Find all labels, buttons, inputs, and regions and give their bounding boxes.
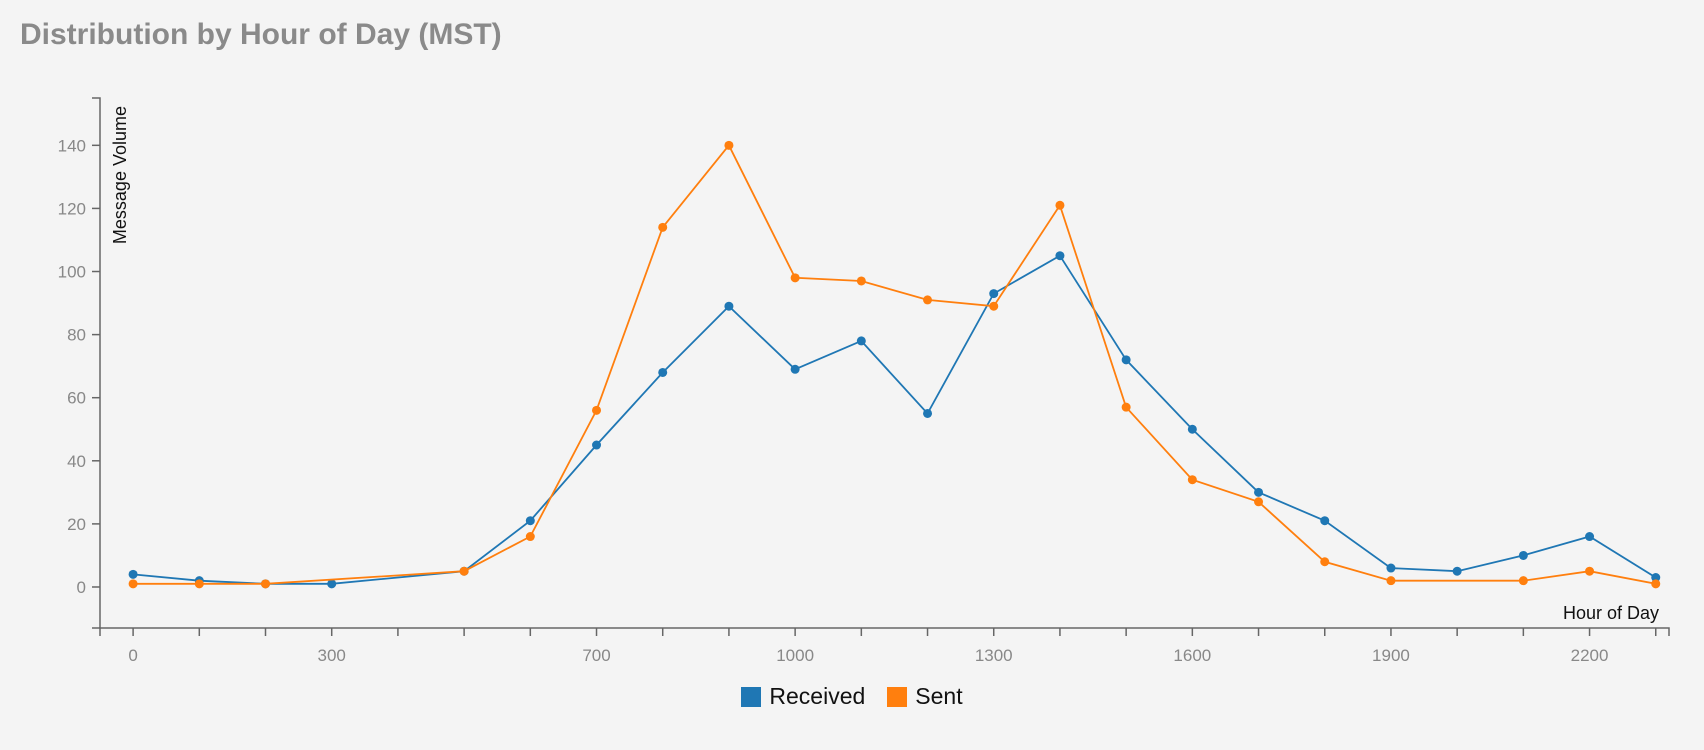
data-point-sent (1518, 576, 1528, 586)
data-point-received (1452, 566, 1462, 576)
series-layer (128, 140, 1661, 589)
data-point-sent (592, 405, 602, 415)
x-tick-label: 1300 (975, 646, 1013, 665)
chart-title: Distribution by Hour of Day (MST) (20, 18, 502, 51)
data-point-sent (128, 579, 138, 589)
data-point-received (1651, 573, 1661, 583)
data-point-received (525, 516, 535, 526)
x-axis-line (99, 627, 1670, 636)
data-point-sent (989, 301, 999, 311)
data-point-sent (1585, 566, 1595, 576)
data-point-received (1518, 550, 1528, 560)
legend-label: Received (769, 683, 866, 709)
legend: Received Sent (0, 683, 1704, 710)
data-point-sent (1386, 576, 1396, 586)
line-chart: 0 20 40 60 80 100 120 140 0 300 700 1000 1300 1600 190… (58, 97, 1670, 665)
legend-item-received: Received (741, 683, 865, 710)
data-point-sent (923, 295, 933, 305)
data-point-received (1254, 487, 1264, 497)
series-line-received (133, 254, 1657, 585)
x-tick-label: 1000 (776, 646, 814, 665)
y-tick-label: 40 (67, 452, 86, 471)
data-point-sent (658, 222, 668, 232)
y-tick-label: 100 (58, 263, 86, 282)
data-point-sent (194, 579, 204, 589)
data-point-sent (261, 579, 271, 589)
x-tick-label: 1900 (1372, 646, 1410, 665)
data-point-received (327, 579, 337, 589)
y-tick-label: 120 (58, 199, 86, 218)
y-tick-label: 140 (58, 136, 86, 155)
x-tick-label: 2200 (1571, 646, 1609, 665)
x-tick-label: 1600 (1173, 646, 1211, 665)
y-axis-title: Message Volume (110, 106, 130, 244)
data-point-sent (724, 140, 734, 150)
data-point-received (1121, 355, 1131, 365)
data-point-received (724, 301, 734, 311)
data-point-received (1187, 424, 1197, 434)
data-point-received (989, 289, 999, 299)
data-point-received (923, 408, 933, 418)
y-tick-label: 80 (67, 326, 86, 345)
y-tick-label: 60 (67, 389, 86, 408)
legend-item-sent: Sent (887, 683, 963, 710)
data-point-sent (459, 566, 469, 576)
data-point-received (658, 367, 668, 377)
data-point-sent (525, 532, 535, 542)
y-tick-label: 0 (77, 578, 86, 597)
data-point-sent (1254, 497, 1264, 507)
y-axis-line (92, 97, 101, 629)
x-tick-label: 0 (128, 646, 137, 665)
data-point-received (856, 336, 866, 346)
data-point-received (1320, 516, 1330, 526)
x-axis-title: Hour of Day (1563, 603, 1659, 623)
legend-swatch (887, 686, 908, 707)
legend-label: Sent (915, 683, 963, 709)
data-point-received (1585, 532, 1595, 542)
data-point-sent (1187, 475, 1197, 485)
data-point-received (790, 364, 800, 374)
y-tick-label: 20 (67, 515, 86, 534)
legend-swatch (741, 686, 762, 707)
data-point-received (1386, 563, 1396, 573)
data-point-sent (790, 273, 800, 283)
data-point-sent (856, 276, 866, 286)
data-point-sent (1055, 200, 1065, 210)
axes: 0 20 40 60 80 100 120 140 0 300 700 1000 1300 1600 190… (58, 97, 1670, 665)
data-point-received (592, 440, 602, 450)
data-point-sent (1651, 579, 1661, 589)
data-point-received (1055, 251, 1065, 261)
x-tick-label: 300 (318, 646, 346, 665)
data-point-sent (1320, 557, 1330, 567)
data-point-received (128, 569, 138, 579)
data-point-sent (1121, 402, 1131, 412)
x-tick-label: 700 (582, 646, 610, 665)
series-line-sent (133, 143, 1656, 585)
